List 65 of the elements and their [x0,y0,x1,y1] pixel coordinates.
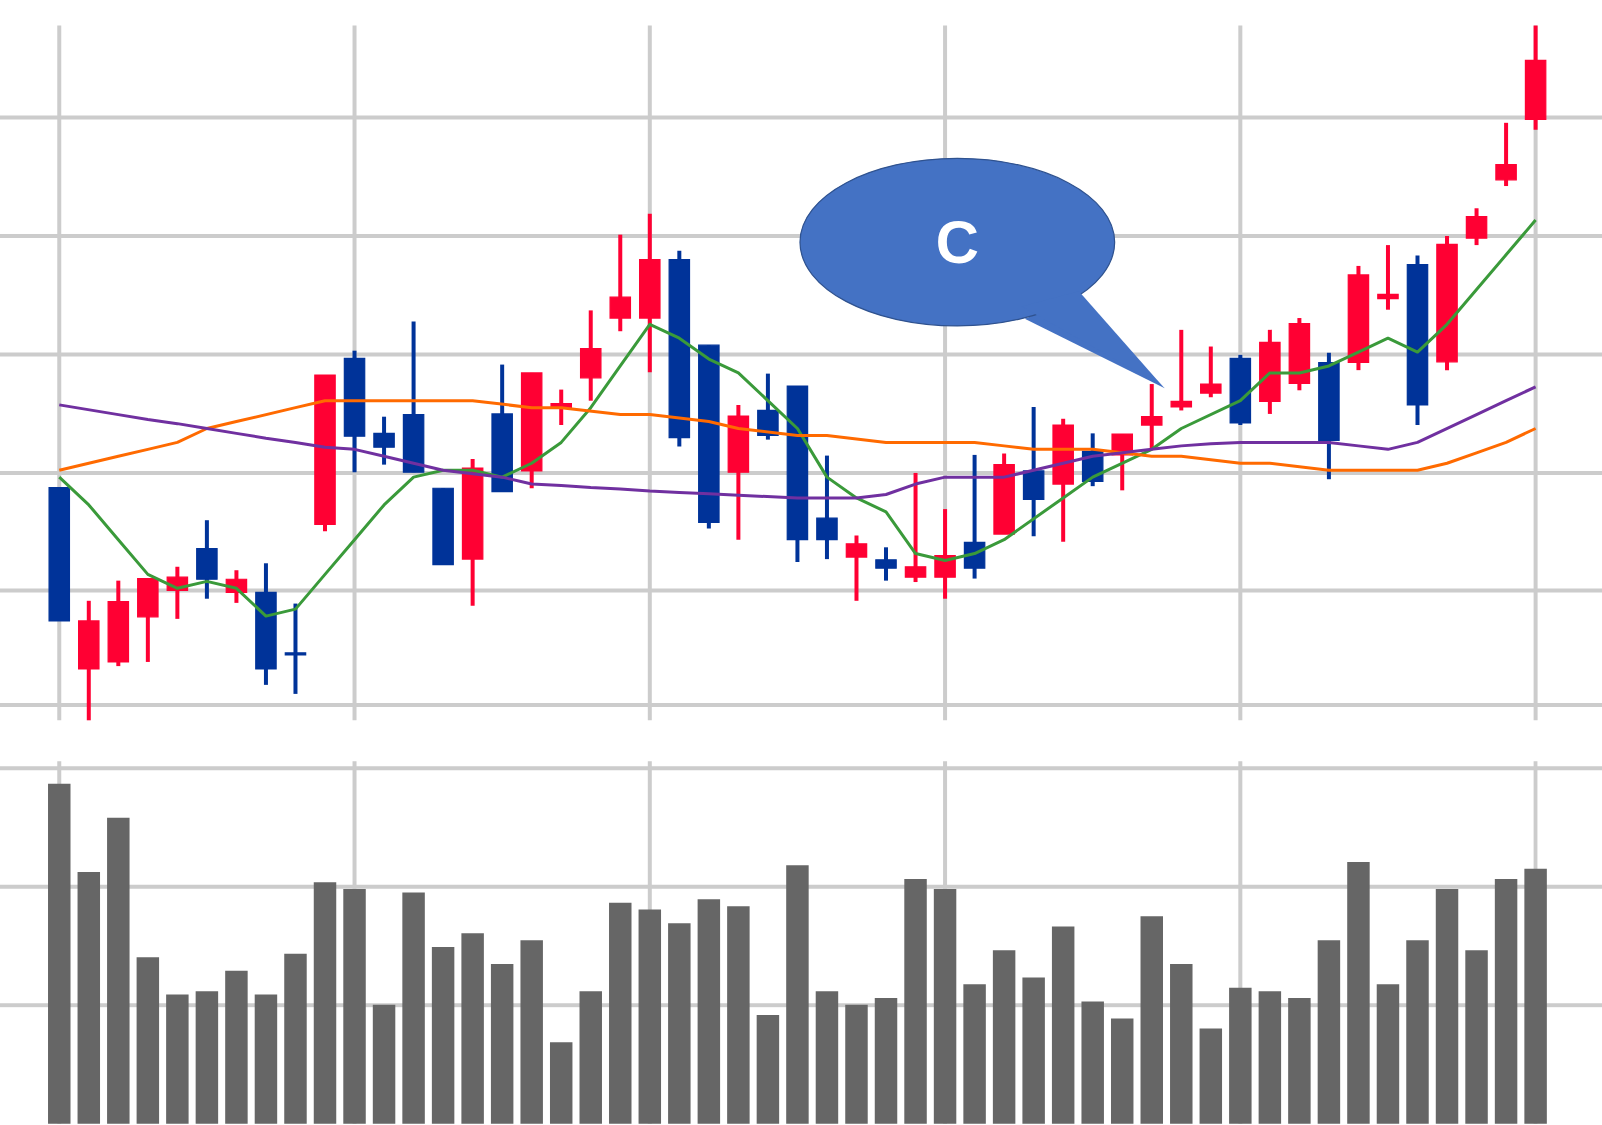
bar [225,970,248,1124]
candlestick [1140,384,1163,450]
bar [343,889,366,1124]
candlestick [904,471,927,583]
bar [1524,868,1547,1124]
bar [1376,984,1400,1124]
bar [638,909,662,1124]
bar [1051,926,1075,1124]
candlestick [284,603,307,694]
bar [1022,977,1045,1124]
bar [1317,940,1341,1124]
bar [1258,991,1282,1124]
bar [786,865,809,1124]
bar [609,902,632,1124]
candlestick [373,416,395,465]
bar [1140,916,1163,1124]
candlestick [845,535,868,601]
bar [313,882,337,1124]
bar [402,892,425,1124]
bar [549,1042,573,1124]
bar [77,872,101,1124]
candlestick [1465,208,1488,246]
bar [284,953,307,1124]
bar [697,899,721,1124]
bar [520,940,543,1124]
bar [254,994,278,1124]
bar [1229,987,1252,1124]
bar [1347,861,1370,1124]
annotation: C [938,220,978,264]
bar [1288,998,1311,1124]
bar [1081,1001,1104,1124]
bar [756,1015,780,1124]
bar [904,878,927,1124]
candlestick [875,547,897,581]
candlestick [1377,245,1399,310]
candlestick [816,455,838,560]
bar [845,1004,868,1124]
candlestick [1170,329,1193,411]
bar [136,957,160,1124]
bar [963,984,986,1124]
bar [1110,1018,1134,1124]
bar [874,998,898,1124]
bar [166,994,189,1124]
bar [1199,1028,1223,1124]
candlestick [609,234,632,332]
bar [461,933,484,1124]
bar [1170,964,1193,1124]
bar [933,889,957,1124]
bar [992,950,1016,1124]
bar [668,923,691,1124]
bar [1494,878,1518,1124]
candlestick [1495,122,1517,187]
bar [1435,889,1459,1124]
bar [727,906,750,1124]
bar [431,947,455,1124]
bar [195,991,219,1124]
bar [372,1004,396,1124]
bar [107,817,130,1124]
bar [579,991,602,1124]
bar [48,783,71,1124]
bar [490,964,514,1124]
candlestick [1200,346,1222,398]
bar [815,991,839,1124]
bar [1406,940,1429,1124]
bar [1465,950,1488,1124]
